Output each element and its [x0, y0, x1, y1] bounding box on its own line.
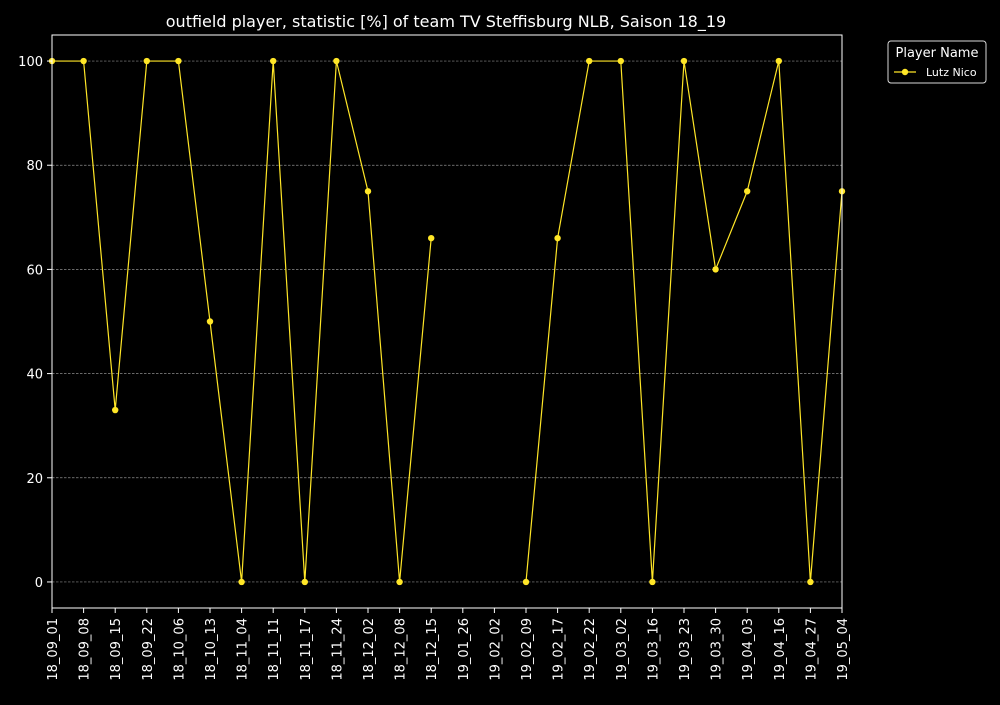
- x-tick-label: 19_02_02: [488, 618, 503, 681]
- x-tick-label: 19_03_16: [646, 618, 661, 681]
- x-tick-label: 18_12_02: [362, 618, 377, 681]
- y-tick-label: 80: [26, 159, 43, 174]
- y-tick-label: 100: [18, 55, 43, 70]
- data-point: [744, 188, 751, 195]
- chart-title: outfield player, statistic [%] of team T…: [166, 12, 726, 32]
- data-point: [333, 57, 340, 65]
- x-tick-label: 19_03_02: [615, 618, 630, 681]
- data-point: [112, 406, 119, 414]
- x-tick-label: 18_10_06: [172, 618, 187, 681]
- data-point: [522, 578, 530, 586]
- axes: 0 20 40 60 80 100 18_09_01 18_09_08 18_09_15 18_0…: [18, 34, 851, 681]
- x-tick-label: 18_11_04: [236, 618, 251, 681]
- y-tick-label: 20: [26, 472, 43, 487]
- data-point: [649, 578, 656, 586]
- x-tick-label: 18_12_08: [394, 618, 409, 681]
- x-tick-label: 19_03_23: [678, 618, 693, 681]
- legend-title: Player Name: [896, 46, 979, 61]
- data-point: [270, 57, 277, 65]
- series-lutz-nico: [48, 57, 846, 586]
- grid-lines: [52, 60, 842, 583]
- x-tick-label: 19_04_16: [773, 618, 788, 681]
- plot-frame: [51, 34, 843, 609]
- x-tick-label: 19_05_04: [836, 618, 851, 681]
- data-point: [712, 266, 719, 273]
- data-point: [396, 578, 403, 586]
- x-tick-label: 18_09_08: [78, 618, 93, 681]
- legend-swatch-marker: [901, 68, 909, 76]
- x-tick-label: 19_04_27: [804, 618, 819, 681]
- x-tick-label: 19_02_09: [520, 618, 535, 681]
- data-point: [807, 578, 814, 586]
- data-point: [554, 234, 561, 242]
- data-point: [775, 57, 782, 65]
- y-tick-label: 60: [26, 263, 43, 278]
- data-point: [617, 57, 624, 65]
- data-point: [80, 57, 87, 65]
- legend: Player Name Lutz Nico: [887, 40, 987, 84]
- x-tick-label: 18_11_24: [330, 618, 345, 681]
- x-tick-label: 18_09_22: [141, 618, 156, 681]
- data-point: [680, 57, 688, 65]
- x-tick-label: 19_03_30: [710, 618, 725, 681]
- data-point: [428, 234, 435, 242]
- legend-entry-label: Lutz Nico: [926, 66, 977, 79]
- data-point: [301, 578, 308, 586]
- x-tick-label: 19_02_17: [552, 618, 567, 681]
- y-tick-label: 0: [35, 576, 43, 591]
- x-tick-label: 19_01_26: [457, 618, 472, 681]
- data-point: [206, 318, 214, 325]
- data-point: [364, 188, 372, 195]
- plot-series: [48, 57, 846, 586]
- x-tick-label: 18_10_13: [204, 618, 219, 681]
- x-tick-label: 18_09_01: [46, 618, 61, 681]
- y-tick-label: 40: [26, 368, 43, 383]
- data-point: [238, 578, 245, 586]
- x-tick-label: 18_09_15: [109, 618, 124, 681]
- x-tick-label: 19_02_22: [583, 618, 598, 681]
- x-tick-label: 18_12_15: [425, 618, 440, 681]
- x-tick-label: 18_11_17: [299, 618, 314, 681]
- data-point: [175, 57, 182, 65]
- x-tick-label: 19_04_03: [741, 618, 756, 681]
- data-point: [143, 57, 150, 65]
- x-tick-label: 18_11_11: [267, 618, 282, 681]
- data-point: [586, 57, 593, 65]
